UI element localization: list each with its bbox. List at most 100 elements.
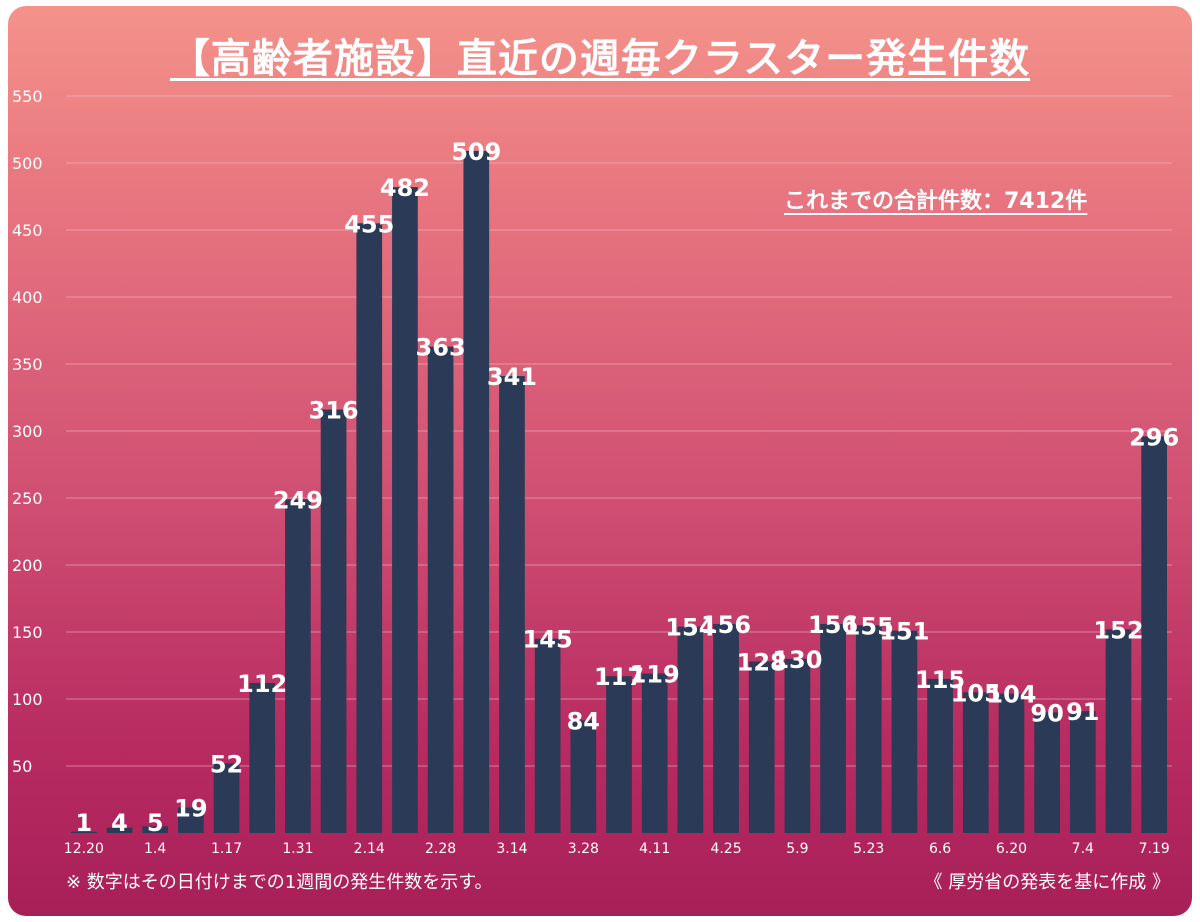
data-label: 91 [1066, 698, 1099, 726]
data-label: 90 [1030, 699, 1063, 727]
x-tick-label: 4.11 [639, 841, 670, 857]
data-label: 115 [915, 666, 965, 694]
bar [463, 150, 490, 833]
data-label: 19 [174, 795, 207, 823]
x-tick-label: 6.6 [929, 841, 951, 857]
data-label: 52 [210, 750, 243, 778]
bar [855, 625, 882, 833]
bar [70, 831, 97, 833]
source-note: 《 厚労省の発表を基に作成 》 [924, 872, 1170, 893]
data-label: 84 [567, 707, 600, 735]
x-tick-label: 5.9 [786, 841, 808, 857]
x-tick-label: 4.25 [710, 841, 741, 857]
bar [570, 720, 597, 833]
data-label: 152 [1093, 616, 1143, 644]
x-tick-label: 6.20 [996, 841, 1027, 857]
data-label: 1 [75, 809, 92, 837]
bar [784, 658, 811, 833]
bar [891, 630, 918, 833]
x-axis-ticks: 12.20 1.4 1.17 1.31 2.14 2.28 3.14 3.28 4.11 4.25… [64, 841, 1170, 857]
bar [998, 693, 1025, 833]
data-label: 117 [594, 663, 644, 691]
data-label: 105 [951, 679, 1001, 707]
bar [1141, 436, 1168, 833]
data-label: 151 [879, 618, 929, 646]
x-tick-label: 2.28 [425, 841, 456, 857]
bar [427, 346, 454, 833]
data-label: 154 [665, 614, 715, 642]
x-tick-label: 1.17 [211, 841, 242, 857]
data-labels: 1 4 51952112249316455482363509341145841171… [75, 138, 1179, 837]
data-label: 249 [273, 486, 323, 514]
x-tick-label: 12.20 [64, 841, 104, 857]
data-label: 455 [344, 210, 394, 238]
bar [142, 826, 169, 833]
x-tick-label: 2.14 [354, 841, 385, 857]
bar [962, 692, 989, 833]
y-tick-label: 550 [12, 87, 43, 106]
x-tick-label: 7.4 [1072, 841, 1094, 857]
bar [1069, 711, 1096, 833]
data-label: 341 [487, 363, 537, 391]
bar [1105, 629, 1132, 833]
y-tick-label: 250 [12, 489, 43, 508]
x-tick-label: 7.19 [1139, 841, 1170, 857]
x-tick-label: 1.4 [144, 841, 166, 857]
y-tick-label: 50 [12, 757, 32, 776]
bar [677, 626, 704, 833]
y-tick-label: 100 [12, 690, 43, 709]
y-tick-label: 450 [12, 221, 43, 240]
bar [606, 676, 632, 833]
data-label: 128 [737, 648, 787, 676]
data-label: 509 [451, 138, 501, 166]
bar [249, 682, 276, 833]
y-tick-label: 350 [12, 355, 43, 374]
footnote-left: ※ 数字はその日付けまでの1週間の発生件数を示す。 [66, 872, 493, 893]
data-label: 119 [630, 661, 680, 689]
y-tick-label: 150 [12, 623, 43, 642]
data-label: 112 [237, 670, 287, 698]
bar [213, 763, 240, 833]
bar [748, 661, 775, 833]
x-tick-label: 3.14 [496, 841, 527, 857]
data-label: 156 [808, 611, 858, 639]
y-tick-label: 400 [12, 288, 43, 307]
bar [927, 678, 953, 833]
bar [356, 223, 383, 834]
x-tick-label: 3.28 [568, 841, 599, 857]
data-label: 296 [1129, 423, 1179, 451]
chart-background [8, 6, 1192, 916]
data-label: 482 [380, 174, 430, 202]
chart-title: 【高齢者施設】直近の週毎クラスター発生件数 [0, 26, 1200, 84]
data-label: 5 [147, 809, 164, 837]
bar [285, 499, 311, 833]
data-label: 363 [416, 334, 466, 362]
bar [1034, 712, 1060, 833]
data-label: 155 [844, 612, 894, 640]
bar [178, 807, 204, 833]
bar [499, 376, 525, 833]
y-tick-label: 200 [12, 556, 43, 575]
data-label: 316 [309, 397, 359, 425]
bar [713, 623, 739, 833]
data-label: 104 [986, 681, 1036, 709]
data-label: 145 [523, 626, 573, 654]
y-axis-ticks: 50 100 150 200 250 300 350 400 450 500 550 [12, 87, 43, 776]
data-label: 156 [701, 611, 751, 639]
bar [534, 638, 561, 833]
bars [70, 150, 1168, 834]
bar [320, 409, 347, 833]
bar [820, 623, 846, 833]
bar [641, 673, 668, 833]
x-tick-label: 5.23 [853, 841, 884, 857]
bar [392, 187, 418, 833]
y-tick-label: 300 [12, 422, 43, 441]
data-label: 4 [111, 809, 128, 837]
data-label: 130 [772, 646, 822, 674]
bar [106, 827, 133, 833]
x-tick-label: 1.31 [282, 841, 313, 857]
total-count-label: これまでの合計件数：7412件 [784, 189, 1088, 214]
y-tick-label: 500 [12, 154, 43, 173]
chart-title-text: 【高齢者施設】直近の週毎クラスター発生件数 [169, 36, 1031, 82]
